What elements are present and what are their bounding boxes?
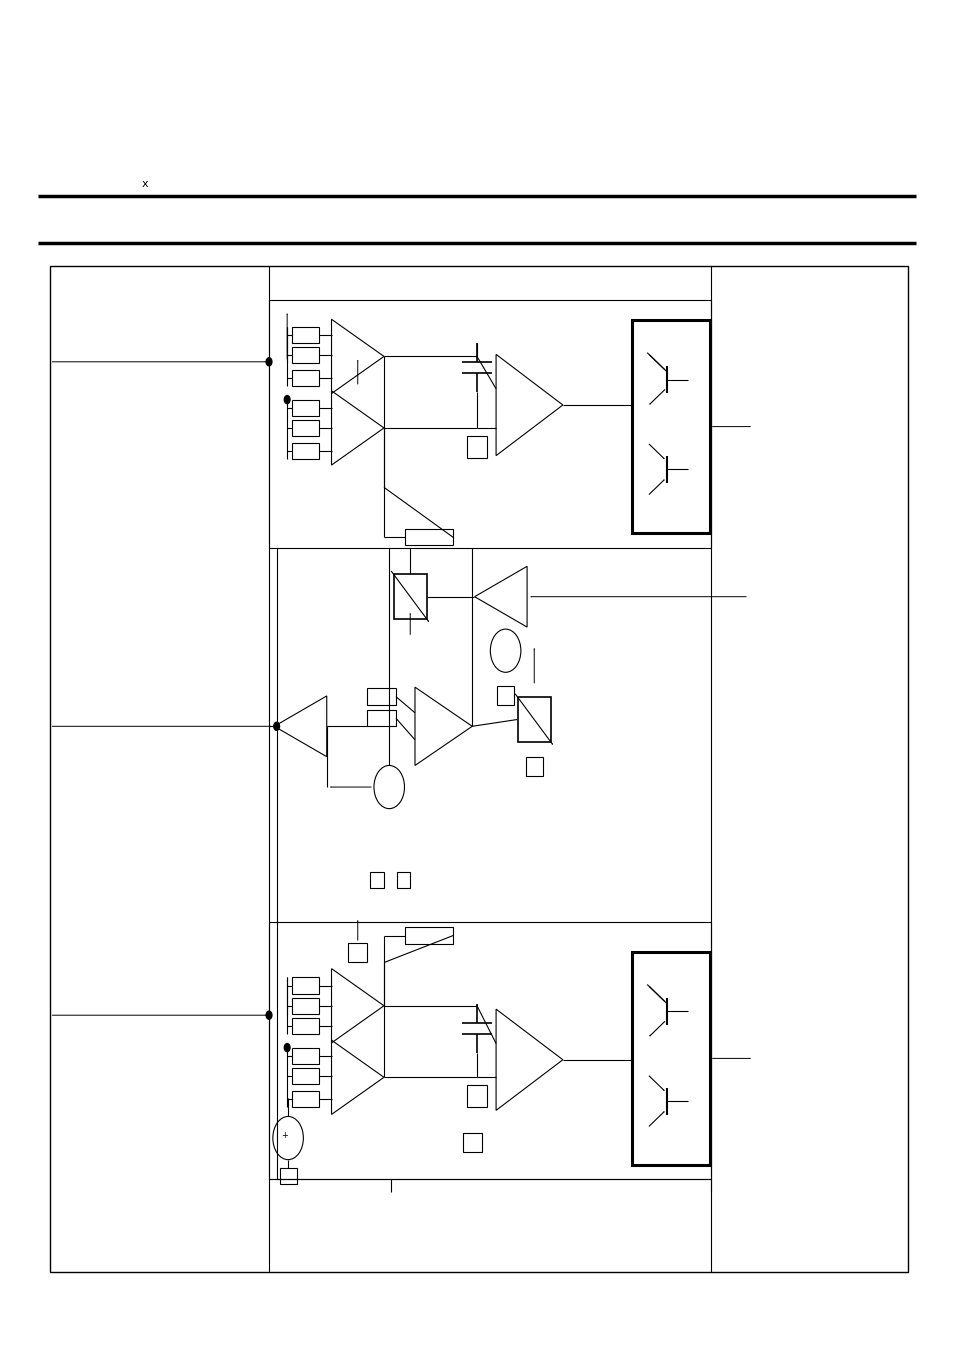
Bar [367,710,395,726]
Bar [348,942,367,961]
Bar [292,327,318,343]
Circle shape [284,1044,290,1052]
Bar [292,347,318,363]
Bar [292,420,318,436]
Bar [367,688,395,705]
Bar [292,443,318,459]
Circle shape [274,722,279,730]
Bar [631,952,709,1165]
Bar [467,436,486,458]
Bar [292,1018,318,1034]
Bar [292,1068,318,1084]
Bar [279,1168,296,1184]
Bar [292,977,318,994]
Bar [393,574,427,618]
Bar [292,1048,318,1064]
Bar [396,872,410,888]
Bar [462,1133,481,1152]
Bar [631,320,709,533]
Bar [517,697,551,743]
Bar [50,266,907,1272]
Text: +: + [280,1131,288,1139]
Bar [292,998,318,1014]
Bar [292,1091,318,1107]
Bar [525,757,542,776]
Bar [405,529,453,545]
Bar [269,300,710,548]
Bar [405,927,453,944]
Circle shape [284,396,290,404]
Bar [467,1085,486,1107]
Bar [497,686,514,705]
Circle shape [266,1011,272,1019]
Text: x: x [141,178,148,189]
Bar [292,370,318,386]
Bar [370,872,383,888]
Circle shape [266,358,272,366]
Bar [269,922,710,1179]
Bar [292,400,318,416]
